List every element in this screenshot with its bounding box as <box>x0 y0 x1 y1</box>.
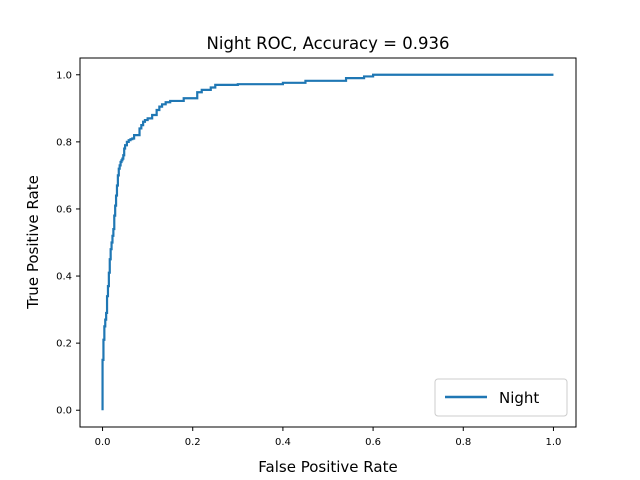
legend: Night <box>434 378 568 417</box>
legend-label-night: Night <box>499 389 539 407</box>
plot-area: 0.0 0.2 0.4 0.6 0.8 1.0 0.0 0.2 0.4 0.6 0.8 1.0 <box>56 57 577 448</box>
y-axis-label: True Positive Rate <box>24 175 42 310</box>
x-tick-label: 0.0 <box>95 437 111 448</box>
x-tick-label: 0.2 <box>185 437 201 448</box>
legend-box <box>434 378 568 417</box>
x-axis-ticks: 0.0 0.2 0.4 0.6 0.8 1.0 <box>95 427 562 448</box>
x-tick-label: 0.4 <box>275 437 291 448</box>
plot-frame <box>79 57 577 428</box>
y-tick-label: 0.0 <box>56 406 72 417</box>
y-tick-label: 0.8 <box>56 137 72 148</box>
y-tick-label: 0.6 <box>56 204 72 215</box>
x-axis-label: False Positive Rate <box>258 458 397 476</box>
x-tick-label: 0.8 <box>455 437 471 448</box>
x-tick-label: 1.0 <box>546 437 562 448</box>
chart-title: Night ROC, Accuracy = 0.936 <box>207 34 450 53</box>
y-axis-ticks: 0.0 0.2 0.4 0.6 0.8 1.0 <box>56 70 80 417</box>
x-tick-label: 0.6 <box>365 437 381 448</box>
series-layer <box>101 73 554 411</box>
y-tick-label: 0.2 <box>56 339 72 350</box>
y-tick-label: 1.0 <box>56 70 72 81</box>
series-line-night <box>101 73 554 411</box>
y-tick-label: 0.4 <box>56 272 72 283</box>
